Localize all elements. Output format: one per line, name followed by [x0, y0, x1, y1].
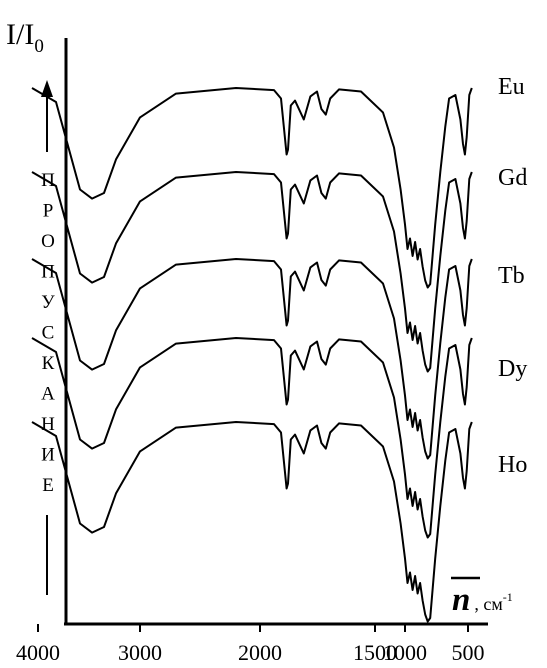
- side-caption-letter: А: [41, 384, 55, 405]
- series-line: [31, 337, 473, 539]
- y-axis-label-subscript: 0: [34, 36, 44, 57]
- x-axis-symbol: n: [452, 582, 470, 618]
- side-caption-letter: Р: [43, 201, 54, 222]
- x-axis-unit: , см: [474, 594, 502, 614]
- series-line: [31, 87, 473, 289]
- side-caption-letter: И: [41, 445, 55, 466]
- series-label: Tb: [498, 263, 525, 289]
- series-line: [31, 421, 473, 623]
- side-caption-letter: У: [41, 292, 55, 313]
- x-tick-label: 1000: [383, 640, 427, 665]
- series-label: Gd: [498, 165, 527, 191]
- side-caption-letter: К: [42, 353, 55, 374]
- series-label: Dy: [498, 356, 527, 382]
- series-line: [31, 258, 473, 460]
- series-line: [31, 171, 473, 373]
- transmission-arrow-head: [41, 80, 53, 97]
- side-caption-letter: Е: [42, 475, 54, 496]
- series-label: Ho: [498, 452, 527, 478]
- side-caption-letter: С: [42, 323, 55, 344]
- x-axis-unit-superscript: -1: [503, 590, 513, 604]
- spectra-curves: [31, 87, 473, 623]
- side-caption-letter: О: [41, 231, 55, 252]
- x-axis-title: n, см-1: [452, 582, 513, 618]
- x-tick-label: 3000: [118, 640, 162, 665]
- series-label: Eu: [498, 74, 525, 100]
- x-tick-label: 4000: [16, 640, 60, 665]
- x-tick-label: 500: [452, 640, 485, 665]
- x-tick-label: 2000: [238, 640, 282, 665]
- series-labels: Eu Gd Tb Dy Ho: [498, 74, 527, 478]
- x-tick-label: 1500: [353, 640, 397, 665]
- y-axis-label: I/I: [6, 18, 34, 51]
- y-axis-title: I/I0: [6, 18, 44, 57]
